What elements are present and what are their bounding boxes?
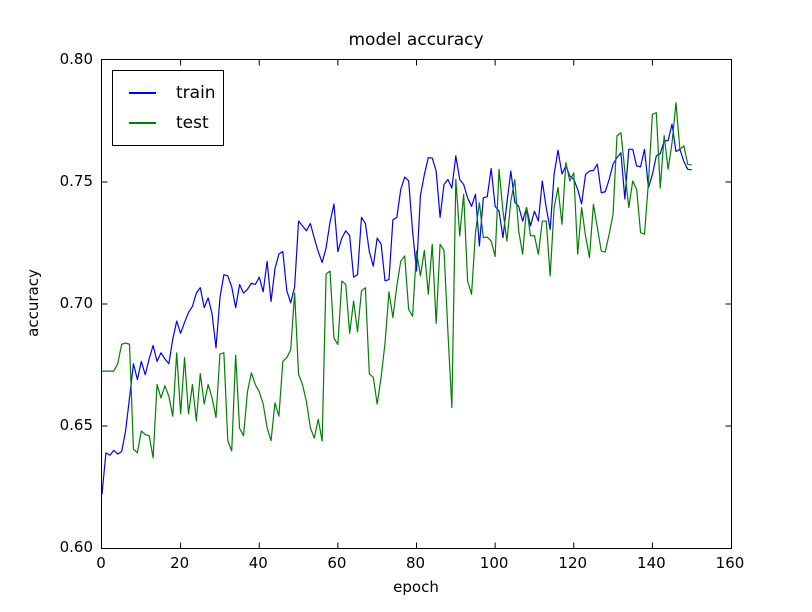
y-tick-label: 0.80 [59,50,93,68]
y-tick-label: 0.70 [59,294,93,312]
y-tick-label: 0.60 [59,538,93,556]
x-axis-label: epoch [393,578,439,596]
x-tick-label: 40 [248,554,268,572]
legend-label-train: train [176,83,216,103]
x-tick-label: 20 [170,554,190,572]
y-tick-label: 0.75 [59,172,93,190]
x-tick-label: 0 [96,554,106,572]
legend-label-test: test [176,113,209,133]
plot-area: train test [101,59,732,549]
x-tick-label: 120 [558,554,588,572]
legend-item-test: test [113,108,223,138]
series-line-train [102,123,692,495]
x-tick-label: 60 [327,554,347,572]
x-tick-label: 140 [637,554,666,572]
legend-item-train: train [113,78,223,108]
chart-title: model accuracy [348,30,484,50]
series-line-test [102,102,692,459]
legend: train test [112,70,224,146]
y-tick-label: 0.65 [59,416,93,434]
x-tick-label: 160 [715,554,745,572]
x-tick-label: 100 [479,554,509,572]
plot-svg [102,60,731,548]
train-line-sample-icon [129,92,156,94]
x-tick-label: 80 [405,554,426,572]
test-line-sample-icon [129,122,156,124]
